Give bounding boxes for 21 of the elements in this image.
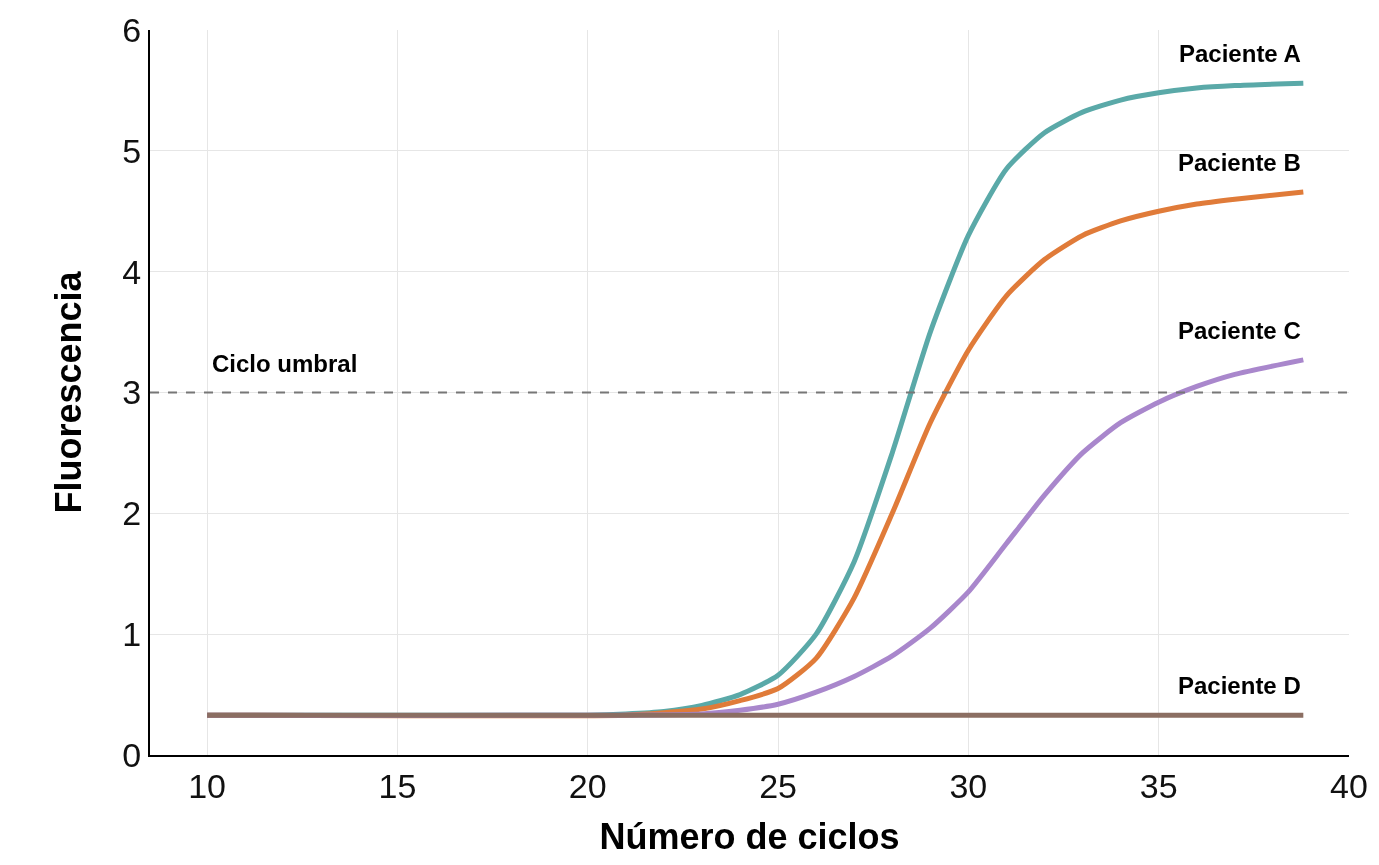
y-tick-label: 5 xyxy=(122,131,142,170)
y-tick-label: 6 xyxy=(122,10,142,49)
x-tick-label: 15 xyxy=(378,766,417,805)
x-tick-label: 30 xyxy=(949,766,988,805)
x-tick-label: 20 xyxy=(568,766,607,805)
ref-line-label: Ciclo umbral xyxy=(212,350,358,377)
x-tick-label: 40 xyxy=(1330,766,1368,805)
y-tick-label: 1 xyxy=(122,615,142,654)
y-tick-label: 4 xyxy=(122,252,142,291)
y-tick-label: 2 xyxy=(122,494,142,533)
series-label: Paciente B xyxy=(1178,149,1301,176)
series-label: Paciente A xyxy=(1179,40,1301,67)
x-tick-label: 35 xyxy=(1139,766,1178,805)
x-axis-title: Número de ciclos xyxy=(599,816,900,857)
y-axis-title: Fluorescencia xyxy=(47,270,89,514)
y-tick-label: 3 xyxy=(122,373,142,412)
series-label: Paciente D xyxy=(1178,672,1301,699)
x-tick-label: 10 xyxy=(188,766,227,805)
series-label: Paciente C xyxy=(1178,317,1301,344)
x-tick-label: 25 xyxy=(759,766,797,805)
y-tick-label: 0 xyxy=(122,735,142,774)
